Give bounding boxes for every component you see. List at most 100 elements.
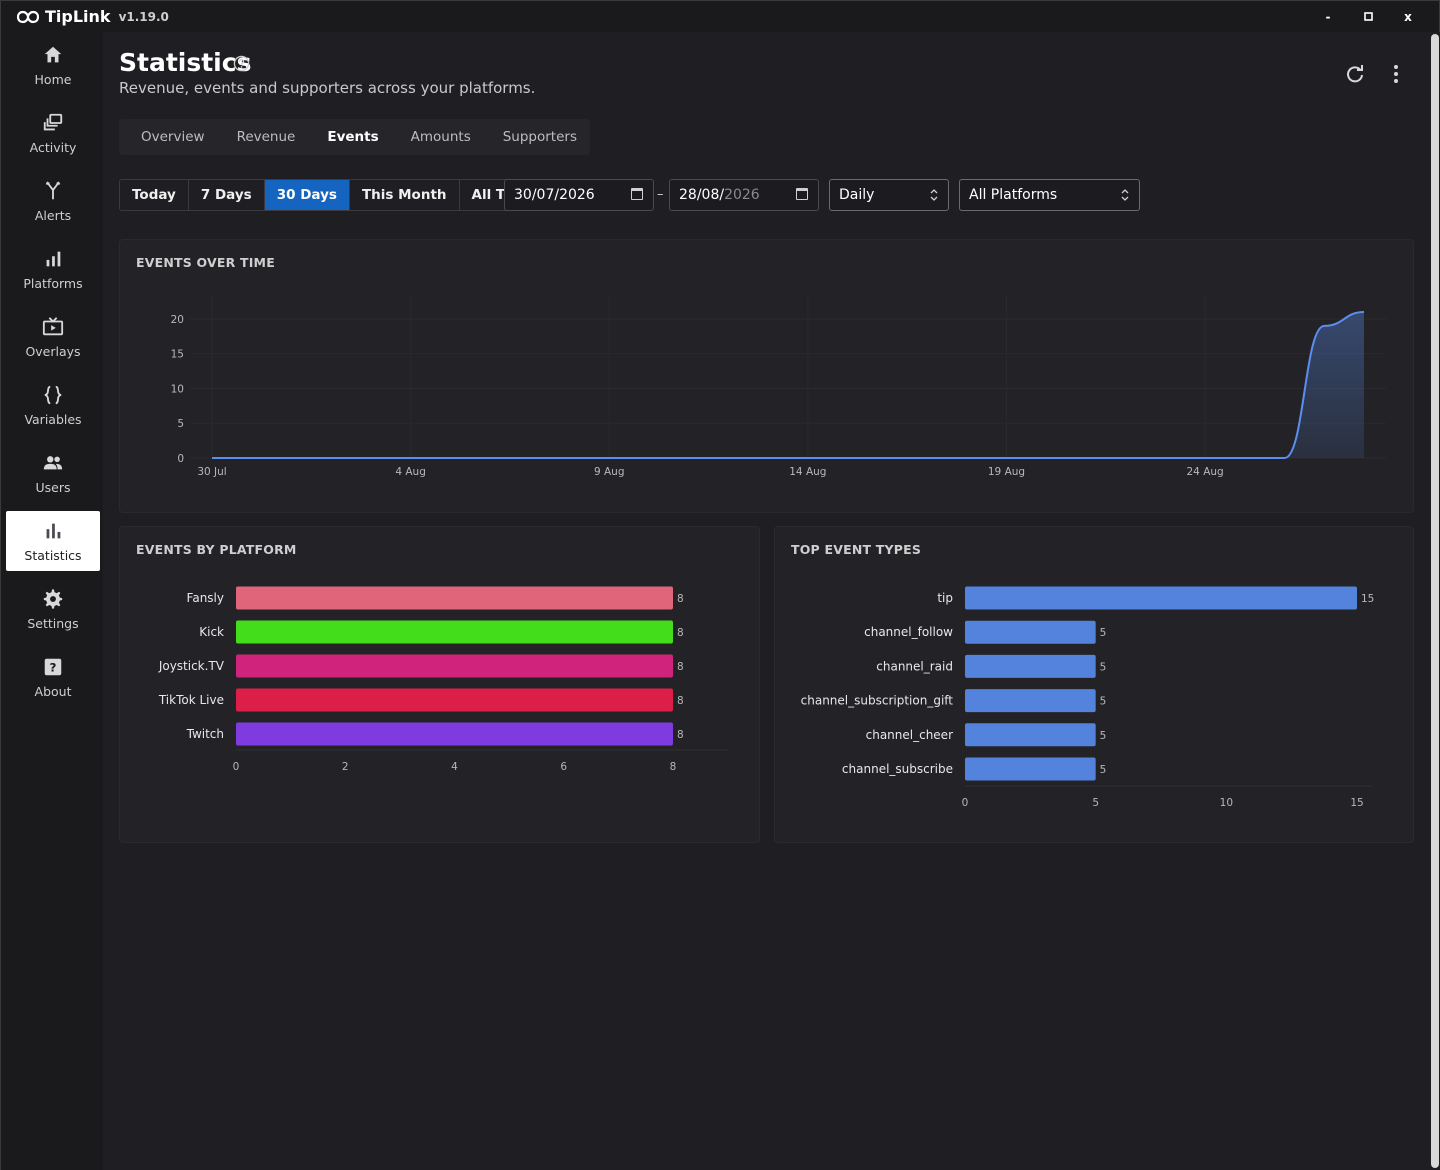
interval-select[interactable]: Daily (829, 179, 949, 211)
x-tick-label: 5 (1092, 797, 1099, 809)
data-point (727, 457, 729, 459)
data-point (687, 457, 689, 459)
tab-revenue[interactable]: Revenue (236, 129, 296, 145)
page-title: Statistics (119, 48, 252, 77)
data-point (489, 457, 491, 459)
category-label: Kick (199, 625, 224, 639)
sidebar-item-alerts[interactable]: Alerts (6, 171, 100, 231)
close-button[interactable]: x (1404, 9, 1412, 24)
sidebar-item-label: Platforms (23, 275, 83, 291)
interval-value: Daily (839, 187, 875, 203)
card-title: EVENTS OVER TIME (136, 255, 275, 270)
data-point (1045, 457, 1047, 459)
data-point (449, 457, 451, 459)
sidebar-item-label: Activity (29, 139, 77, 155)
data-point (926, 457, 928, 459)
scrollbar-thumb[interactable] (1431, 34, 1439, 1168)
y-tick-label: 0 (177, 453, 184, 465)
card-title: EVENTS BY PLATFORM (136, 542, 297, 557)
x-tick-label: 0 (962, 797, 969, 809)
y-tick-label: 5 (177, 418, 184, 430)
x-tick-label: 19 Aug (988, 466, 1025, 478)
range-7-days-button[interactable]: 7 Days (188, 180, 265, 210)
bar (965, 757, 1096, 781)
bar-value-label: 5 (1100, 627, 1107, 639)
bar (236, 586, 673, 610)
tab-events[interactable]: Events (327, 129, 379, 145)
sidebar-item-activity[interactable]: Activity (6, 103, 100, 163)
data-point (1363, 311, 1365, 313)
tab-supporters[interactable]: Supporters (502, 129, 577, 145)
y-tick-label: 20 (171, 314, 184, 326)
alerts-icon (45, 181, 61, 199)
data-point (966, 457, 968, 459)
data-point (211, 457, 213, 459)
sidebar-item-home[interactable]: Home (6, 35, 100, 95)
calendar-icon[interactable] (631, 188, 643, 200)
data-point (251, 457, 253, 459)
bar (236, 654, 673, 678)
sidebar-item-label: Settings (27, 615, 79, 631)
range-30-days-button[interactable]: 30 Days (264, 180, 350, 210)
data-point (1283, 457, 1285, 459)
data-point (409, 457, 411, 459)
bar-value-label: 8 (677, 627, 684, 639)
sidebar-item-about[interactable]: ? About (6, 647, 100, 707)
sidebar-item-users[interactable]: Users (6, 443, 100, 503)
calendar-icon[interactable] (796, 188, 808, 200)
sidebar-item-overlays[interactable]: Overlays (6, 307, 100, 367)
bar-value-label: 8 (677, 695, 684, 707)
sidebar-item-platforms[interactable]: Platforms (6, 239, 100, 299)
bar (236, 722, 673, 746)
bar (965, 620, 1096, 644)
end-date-value: 28/08/ (679, 187, 725, 203)
end-date-input[interactable]: 28/08/2026 (669, 179, 819, 211)
bar-value-label: 8 (677, 729, 684, 741)
sidebar-item-variables[interactable]: Variables (6, 375, 100, 435)
platform-select[interactable]: All Platforms (959, 179, 1140, 211)
sidebar-item-label: Users (35, 479, 71, 495)
range-today-button[interactable]: Today (120, 180, 189, 210)
sidebar-item-statistics[interactable]: Statistics (6, 511, 100, 571)
start-date-input[interactable]: 30/07/2026 (504, 179, 654, 211)
app-name: TipLink (45, 7, 111, 26)
help-icon[interactable] (233, 55, 250, 72)
top-event-types-card: TOP EVENT TYPES 0 5 10 15 tip 15 channel_follo… (774, 526, 1414, 843)
svg-text:?: ? (50, 660, 57, 674)
tab-overview[interactable]: Overview (141, 129, 205, 145)
main-content: Statistics Revenue, events and supporter… (103, 32, 1430, 1170)
sidebar-item-label: Statistics (24, 547, 82, 563)
data-point (290, 457, 292, 459)
bar-value-label: 5 (1100, 730, 1107, 742)
sidebar-item-label: Home (34, 71, 72, 87)
settings-icon (43, 588, 63, 609)
activity-icon (43, 113, 63, 130)
events-over-time-chart: 0 5 10 15 20 30 Jul 4 Aug 9 Aug 14 Aug 19 Aug 24 A… (171, 295, 1386, 478)
bar-value-label: 15 (1361, 593, 1374, 605)
data-point (1323, 325, 1325, 327)
data-point (1124, 457, 1126, 459)
bar (965, 654, 1096, 678)
data-point (568, 457, 570, 459)
data-point (330, 457, 332, 459)
bar (236, 688, 673, 712)
x-tick-label: 15 (1350, 797, 1363, 809)
category-label: channel_cheer (866, 728, 953, 742)
sidebar-item-settings[interactable]: Settings (6, 579, 100, 639)
start-date-value: 30/07/2026 (514, 187, 595, 203)
events-line (212, 311, 1365, 459)
data-point (1204, 457, 1206, 459)
data-point (529, 457, 531, 459)
events-over-time-card: EVENTS OVER TIME 0 5 10 15 20 30 Jul 4 Aug 9 Au… (119, 239, 1414, 513)
bar (965, 723, 1096, 747)
more-options-icon[interactable] (1386, 62, 1406, 86)
refresh-icon[interactable] (1343, 62, 1367, 86)
minimize-button[interactable]: - (1325, 9, 1331, 24)
maximize-button[interactable] (1348, 1, 1388, 32)
scrollbar[interactable] (1430, 32, 1440, 1170)
about-icon: ? (44, 658, 62, 675)
range-this-month-button[interactable]: This Month (349, 180, 460, 210)
tab-amounts[interactable]: Amounts (410, 129, 471, 145)
data-point (767, 457, 769, 459)
